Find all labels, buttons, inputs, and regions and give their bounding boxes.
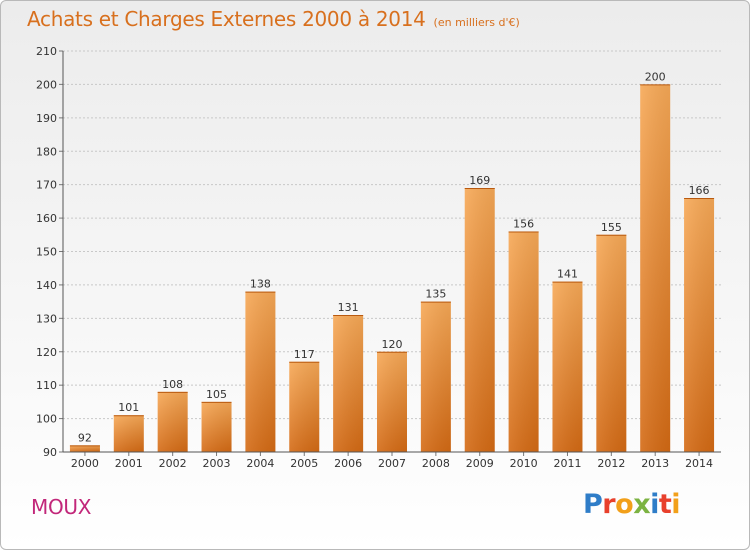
data-label-2009: 169 bbox=[469, 174, 490, 187]
bar-shade-2006 bbox=[333, 314, 364, 452]
bar-shade-2010 bbox=[508, 231, 539, 452]
x-tick-label-2006: 2006 bbox=[334, 457, 362, 470]
y-tick-label: 90 bbox=[43, 446, 57, 459]
y-tick-label: 140 bbox=[36, 279, 57, 292]
brand-letter: t bbox=[658, 489, 672, 520]
bar-shade-2007 bbox=[377, 351, 407, 452]
y-tick-label: 100 bbox=[36, 413, 57, 426]
data-label-2004: 138 bbox=[250, 278, 271, 291]
data-label-2003: 105 bbox=[206, 388, 227, 401]
bar-shade-2012 bbox=[596, 234, 627, 452]
data-label-2010: 156 bbox=[513, 217, 534, 230]
data-label-2005: 117 bbox=[294, 348, 315, 361]
data-label-2014: 166 bbox=[689, 184, 710, 197]
bar-shade-2001 bbox=[113, 415, 144, 452]
y-tick-label: 120 bbox=[36, 346, 57, 359]
x-tick-label-2014: 2014 bbox=[685, 457, 713, 470]
chart-subtitle: (en milliers d'€) bbox=[433, 16, 520, 29]
bar-shade-2002 bbox=[157, 391, 188, 452]
y-tick-label: 160 bbox=[36, 212, 57, 225]
data-label-2001: 101 bbox=[118, 401, 139, 414]
bar-shade-2000 bbox=[69, 445, 100, 452]
bar-shade-2014 bbox=[684, 198, 715, 452]
x-tick-label-2004: 2004 bbox=[246, 457, 274, 470]
data-label-2012: 155 bbox=[601, 221, 622, 234]
y-tick-label: 110 bbox=[36, 379, 57, 392]
x-tick-label-2003: 2003 bbox=[203, 457, 231, 470]
data-label-2011: 141 bbox=[557, 268, 578, 281]
data-label-2013: 200 bbox=[645, 70, 666, 83]
bar-shade-2009 bbox=[464, 188, 495, 452]
y-tick-label: 180 bbox=[36, 145, 57, 158]
bar-shade-2005 bbox=[289, 361, 320, 452]
y-tick-label: 210 bbox=[36, 45, 57, 58]
data-label-2002: 108 bbox=[162, 378, 183, 391]
brand-letter: i bbox=[671, 489, 681, 520]
brand-letter: x bbox=[633, 489, 651, 520]
x-tick-label-2008: 2008 bbox=[422, 457, 450, 470]
bar-shade-2008 bbox=[420, 301, 451, 452]
data-label-2000: 92 bbox=[78, 431, 92, 444]
y-tick-label: 150 bbox=[36, 246, 57, 259]
data-label-2008: 135 bbox=[425, 288, 446, 301]
bar-shade-2003 bbox=[201, 401, 232, 452]
bar-shade-2004 bbox=[245, 291, 276, 452]
data-label-2006: 131 bbox=[338, 301, 359, 314]
brand-letter: P bbox=[583, 489, 603, 520]
x-tick-label-2013: 2013 bbox=[641, 457, 669, 470]
chart-title-row: Achats et Charges Externes 2000 à 2014 (e… bbox=[27, 7, 520, 31]
data-label-2007: 120 bbox=[382, 338, 403, 351]
x-tick-label-2000: 2000 bbox=[71, 457, 99, 470]
brand-letter: i bbox=[650, 489, 659, 520]
brand-letter: r bbox=[602, 489, 616, 520]
y-tick-label: 130 bbox=[36, 312, 57, 325]
brand-letter: o bbox=[615, 489, 634, 520]
x-tick-label-2011: 2011 bbox=[553, 457, 581, 470]
bar-shade-2013 bbox=[640, 84, 671, 453]
x-tick-label-2005: 2005 bbox=[290, 457, 318, 470]
y-tick-label: 200 bbox=[36, 78, 57, 91]
x-tick-label-2009: 2009 bbox=[466, 457, 494, 470]
y-tick-label: 170 bbox=[36, 179, 57, 192]
x-tick-label-2010: 2010 bbox=[510, 457, 538, 470]
chart-title: Achats et Charges Externes 2000 à 2014 bbox=[27, 7, 426, 31]
y-tick-label: 190 bbox=[36, 112, 57, 125]
proxiti-logo: Proxiti bbox=[583, 489, 681, 520]
x-tick-label-2012: 2012 bbox=[597, 457, 625, 470]
x-tick-label-2001: 2001 bbox=[115, 457, 143, 470]
x-tick-label-2007: 2007 bbox=[378, 457, 406, 470]
x-tick-label-2002: 2002 bbox=[159, 457, 187, 470]
bar-shade-2011 bbox=[552, 281, 583, 452]
commune-name: MOUX bbox=[31, 495, 92, 519]
